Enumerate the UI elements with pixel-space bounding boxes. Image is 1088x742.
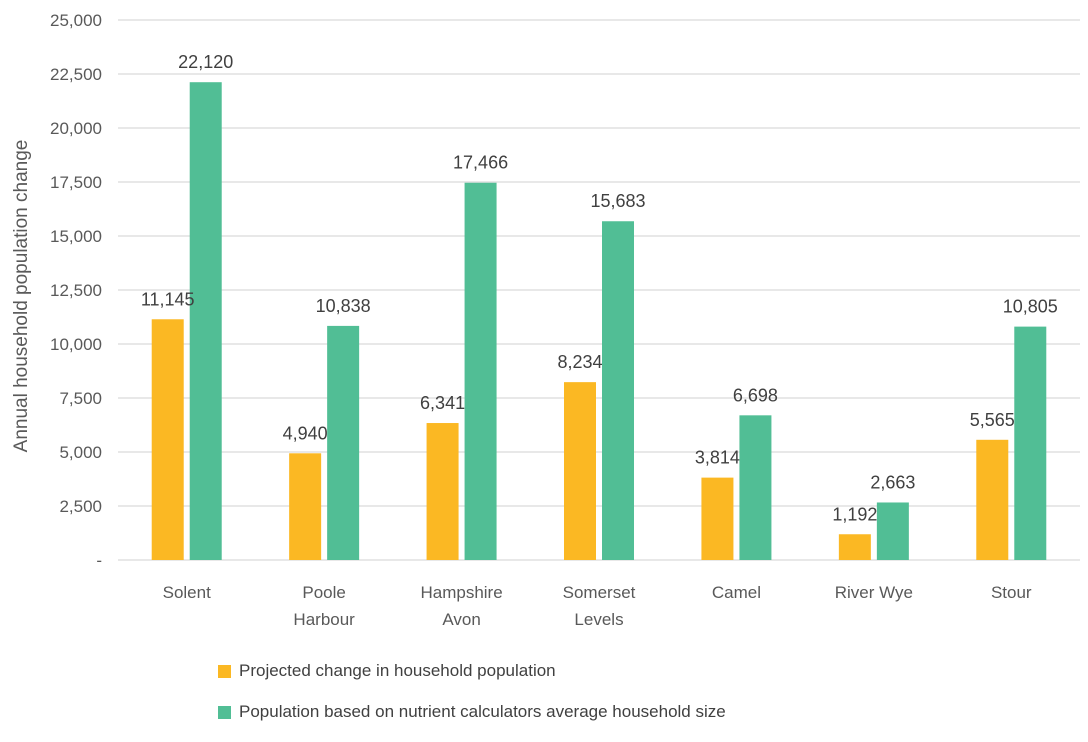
x-tick-label: River Wye — [835, 583, 913, 602]
bar-nutrient — [1014, 326, 1047, 560]
data-label: 6,698 — [733, 385, 778, 405]
legend: Projected change in household population… — [218, 660, 726, 742]
legend-label-nutrient: Population based on nutrient calculators… — [239, 702, 726, 721]
x-tick-label: Harbour — [293, 610, 355, 629]
y-tick-label: 7,500 — [59, 389, 102, 408]
y-tick-label: 12,500 — [50, 281, 102, 300]
data-label: 6,341 — [420, 393, 465, 413]
data-label: 10,805 — [1003, 297, 1058, 317]
bar-projected — [289, 453, 322, 560]
data-label: 3,814 — [695, 448, 740, 468]
bar-projected — [976, 439, 1009, 560]
y-tick-label: 2,500 — [59, 497, 102, 516]
bars — [151, 82, 1047, 560]
data-label: 10,838 — [316, 296, 371, 316]
y-tick-label: 5,000 — [59, 443, 102, 462]
y-tick-label: 17,500 — [50, 173, 102, 192]
legend-item-projected: Projected change in household population — [218, 660, 726, 682]
data-label: 22,120 — [178, 52, 233, 72]
bar-nutrient — [602, 221, 634, 560]
legend-swatch-projected — [218, 664, 231, 678]
x-tick-label: Levels — [574, 610, 623, 629]
y-tick-label: 10,000 — [50, 335, 102, 354]
y-tick-label: 22,500 — [50, 65, 102, 84]
y-tick-label: 15,000 — [50, 227, 102, 246]
bar-projected — [151, 319, 184, 560]
x-tick-label: Camel — [712, 583, 761, 602]
bar-projected — [426, 423, 459, 560]
data-label: 15,683 — [590, 191, 645, 211]
bar-projected — [701, 477, 734, 560]
x-tick-label: Stour — [991, 583, 1032, 602]
bar-nutrient — [876, 502, 909, 560]
data-label: 4,940 — [283, 423, 328, 443]
data-label: 11,145 — [141, 289, 195, 309]
legend-item-nutrient: Population based on nutrient calculators… — [218, 701, 726, 723]
y-tick-label: 25,000 — [50, 11, 102, 30]
data-label: 17,466 — [453, 153, 508, 173]
bar-projected — [838, 534, 871, 560]
x-tick-label: Somerset — [563, 583, 636, 602]
data-label: 5,565 — [970, 410, 1015, 430]
y-axis-ticks: - 2,500 5,000 7,500 10,000 12,500 15,000 17,500… — [50, 11, 102, 570]
y-tick-label: 20,000 — [50, 119, 102, 138]
bar-chart: - 2,500 5,000 7,500 10,000 12,500 15,000 17,500… — [11, 11, 1080, 629]
bar-nutrient — [327, 325, 360, 560]
y-tick-label: - — [96, 551, 102, 570]
data-label: 8,234 — [557, 352, 602, 372]
x-tick-label: Poole — [302, 583, 345, 602]
gridlines — [118, 19, 1080, 561]
y-axis-label: Annual household population change — [11, 140, 32, 453]
legend-label-projected: Projected change in household population — [239, 661, 556, 680]
x-tick-label: Hampshire — [420, 583, 502, 602]
x-tick-label: Solent — [163, 583, 211, 602]
data-label: 2,663 — [870, 472, 915, 492]
bar-nutrient — [739, 415, 772, 560]
bar-nutrient — [189, 82, 222, 560]
bar-nutrient — [464, 182, 497, 560]
data-labels: 11,145 22,120 4,940 10,838 6,341 17,466 8,234 1… — [141, 52, 1058, 524]
data-label: 1,192 — [832, 504, 877, 524]
bar-projected — [564, 382, 596, 560]
x-axis-ticks: Solent Poole Harbour Hampshire Avon Somerset L… — [163, 583, 1032, 629]
legend-swatch-nutrient — [218, 705, 231, 719]
x-tick-label: Avon — [442, 610, 480, 629]
